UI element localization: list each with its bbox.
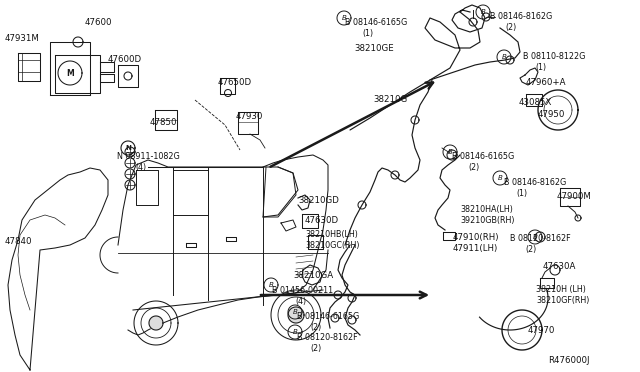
- Text: B 08146-6165G: B 08146-6165G: [452, 152, 515, 161]
- Text: B 08110-8122G: B 08110-8122G: [523, 52, 586, 61]
- Text: (1): (1): [362, 29, 373, 38]
- Text: (2): (2): [468, 163, 479, 172]
- Text: 47931M: 47931M: [5, 34, 40, 43]
- Text: B: B: [342, 15, 346, 21]
- Text: 43085X: 43085X: [519, 98, 552, 107]
- Text: B 08146-6165G: B 08146-6165G: [345, 18, 407, 27]
- Text: 47970: 47970: [528, 326, 556, 335]
- Text: 47930: 47930: [236, 112, 264, 121]
- Text: 38210HB(LH): 38210HB(LH): [305, 230, 358, 239]
- Text: B: B: [292, 329, 298, 335]
- Text: B 08146-6165G: B 08146-6165G: [297, 312, 359, 321]
- Text: 47900M: 47900M: [557, 192, 592, 201]
- Text: B: B: [481, 9, 485, 15]
- Text: 47650D: 47650D: [218, 78, 252, 87]
- Text: 38210H (LH): 38210H (LH): [536, 285, 586, 294]
- Text: (2): (2): [525, 245, 536, 254]
- Text: 38210G: 38210G: [373, 95, 407, 104]
- Text: (1): (1): [516, 189, 527, 198]
- Text: B: B: [292, 309, 298, 315]
- Text: 47630D: 47630D: [305, 216, 339, 225]
- Polygon shape: [288, 307, 304, 323]
- Text: R476000J: R476000J: [548, 356, 589, 365]
- Text: 38210GA: 38210GA: [293, 271, 333, 280]
- Text: 38210GF(RH): 38210GF(RH): [536, 296, 589, 305]
- Text: B 08120-8162F: B 08120-8162F: [510, 234, 571, 243]
- Text: 47911(LH): 47911(LH): [453, 244, 499, 253]
- Text: B: B: [502, 54, 506, 60]
- Text: N: N: [125, 145, 131, 151]
- Text: (4): (4): [295, 297, 306, 306]
- Text: (2): (2): [505, 23, 516, 32]
- Text: 38210HA(LH): 38210HA(LH): [460, 205, 513, 214]
- Text: 38210GC(RH): 38210GC(RH): [305, 241, 360, 250]
- Text: B 08120-8162F: B 08120-8162F: [297, 333, 358, 342]
- Text: B 08146-8162G: B 08146-8162G: [504, 178, 566, 187]
- Text: B: B: [269, 282, 273, 288]
- Text: (2): (2): [310, 344, 321, 353]
- Text: (4): (4): [135, 163, 146, 172]
- Text: 47600D: 47600D: [108, 55, 142, 64]
- Text: 47950: 47950: [538, 110, 565, 119]
- Text: 47960+A: 47960+A: [526, 78, 566, 87]
- Text: 39210GB(RH): 39210GB(RH): [460, 216, 515, 225]
- Text: M: M: [66, 68, 74, 77]
- Text: 47910(RH): 47910(RH): [453, 233, 499, 242]
- Text: 47850: 47850: [150, 118, 177, 127]
- Text: 38210GE: 38210GE: [354, 44, 394, 53]
- Text: B: B: [498, 175, 502, 181]
- Text: (1): (1): [535, 63, 546, 72]
- Text: 38210GD: 38210GD: [298, 196, 339, 205]
- Text: 47840: 47840: [5, 237, 33, 246]
- Polygon shape: [58, 61, 82, 85]
- Text: B 08146-8162G: B 08146-8162G: [490, 12, 552, 21]
- Text: B 01456-00211: B 01456-00211: [272, 286, 333, 295]
- Text: N 08911-1082G: N 08911-1082G: [117, 152, 180, 161]
- Text: 47600: 47600: [85, 18, 113, 27]
- Text: B: B: [447, 149, 452, 155]
- Text: 47630A: 47630A: [543, 262, 577, 271]
- Text: (2): (2): [310, 323, 321, 332]
- Polygon shape: [149, 316, 163, 330]
- Text: B: B: [532, 234, 538, 240]
